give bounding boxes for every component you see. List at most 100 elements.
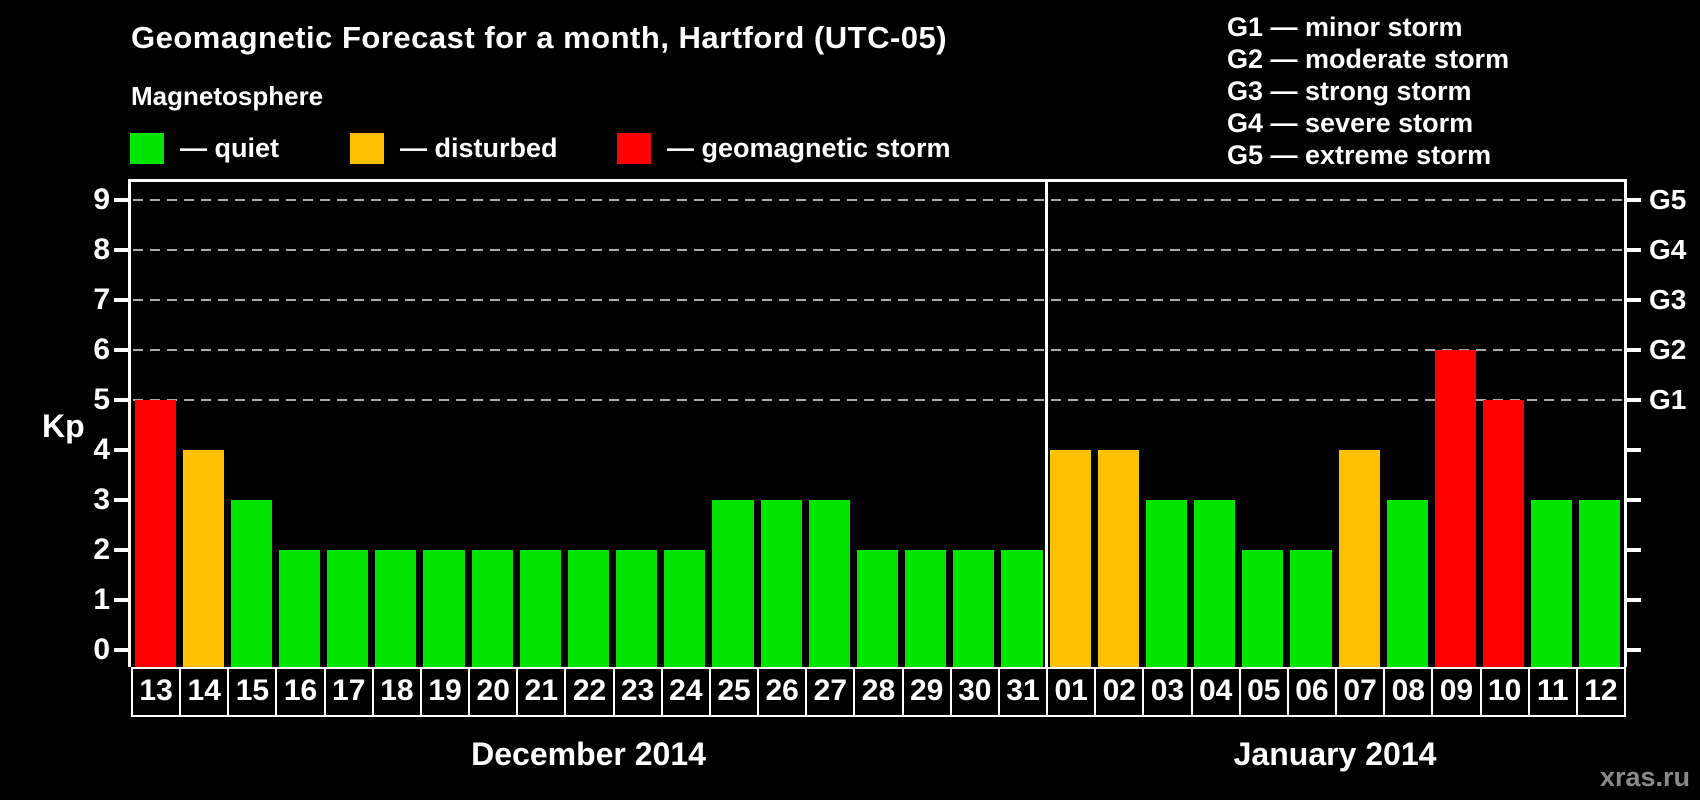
kp-tick-1 [114, 598, 128, 602]
g-tick-7 [1627, 298, 1641, 302]
month-divider-line [1045, 182, 1049, 667]
day-cell-15: 15 [227, 667, 278, 717]
g-axis-label-G3: G3 [1649, 284, 1687, 315]
g-legend-line-5: G5 — extreme storm [1227, 140, 1492, 170]
legend-item-disturbed: — disturbed [350, 133, 558, 164]
g-axis-label-G4: G4 [1649, 234, 1687, 265]
bar-december-30 [953, 550, 995, 667]
g-legend-line-2: G2 — moderate storm [1227, 44, 1510, 74]
day-cell-09: 09 [1431, 667, 1482, 717]
bar-december-23 [616, 550, 658, 667]
day-cell-24: 24 [660, 667, 711, 717]
day-cell-19: 19 [419, 667, 471, 717]
bar-december-22 [567, 550, 610, 667]
day-cell-01: 01 [1046, 667, 1097, 717]
day-cell-08: 08 [1383, 667, 1434, 717]
bar-january-05 [1242, 550, 1284, 667]
day-cell-05: 05 [1238, 667, 1289, 717]
bar-january-10 [1483, 400, 1525, 667]
bar-december-27 [808, 500, 850, 667]
g-legend-line-1: G1 — minor storm [1227, 12, 1463, 42]
legend-swatch-quiet [130, 133, 164, 164]
kp-tick-9 [114, 198, 128, 202]
g-axis-label-G5: G5 [1649, 184, 1687, 215]
bar-january-02 [1097, 450, 1139, 667]
kp-tick-6 [114, 348, 128, 352]
day-cell-06: 06 [1286, 667, 1338, 717]
day-cell-22: 22 [564, 667, 615, 717]
day-cell-17: 17 [323, 667, 374, 717]
kp-tick-0 [114, 648, 128, 652]
g-legend-line-4: G4 — severe storm [1227, 108, 1474, 138]
kp-tick-label-1: 1 [93, 583, 110, 616]
kp-tick-7 [114, 298, 128, 302]
day-cell-25: 25 [708, 667, 760, 717]
day-cell-26: 26 [757, 667, 808, 717]
bar-december-25 [712, 500, 754, 667]
kp-tick-label-9: 9 [93, 183, 110, 216]
day-cell-29: 29 [901, 667, 952, 717]
bar-january-11 [1531, 500, 1573, 667]
chart-title: Geomagnetic Forecast for a month, Hartfo… [131, 20, 948, 55]
kp-tick-label-5: 5 [93, 383, 110, 416]
bar-january-03 [1145, 500, 1188, 667]
kp-tick-label-7: 7 [93, 283, 110, 316]
bar-december-14 [182, 450, 224, 667]
legend-title: Magnetosphere [131, 81, 324, 111]
day-cell-28: 28 [853, 667, 904, 717]
day-cell-27: 27 [805, 667, 856, 717]
kp-axis-label: Kp [42, 408, 85, 444]
day-cell-30: 30 [949, 667, 1000, 717]
kp-tick-label-8: 8 [93, 233, 110, 266]
kp-tick-label-3: 3 [93, 483, 110, 516]
day-cell-02: 02 [1094, 667, 1145, 717]
legend-label-storm: — geomagnetic storm [667, 133, 951, 163]
gridline-kp8 [133, 249, 1622, 251]
g-tick-0 [1627, 648, 1641, 652]
g-tick-5 [1627, 398, 1641, 402]
legend-swatch-disturbed [350, 133, 384, 164]
bar-december-13 [134, 400, 176, 667]
bar-january-04 [1194, 500, 1236, 667]
bar-january-09 [1434, 350, 1476, 667]
g-tick-1 [1627, 598, 1641, 602]
legend-item-quiet: — quiet [130, 133, 279, 164]
plot-border-top [128, 179, 1627, 182]
g-tick-6 [1627, 348, 1641, 352]
legend-item-storm: — geomagnetic storm [617, 133, 951, 164]
kp-tick-4 [114, 448, 128, 452]
kp-tick-label-4: 4 [93, 433, 110, 466]
g-tick-9 [1627, 198, 1641, 202]
kp-tick-label-6: 6 [93, 333, 110, 366]
day-cell-07: 07 [1335, 667, 1386, 717]
day-cell-16: 16 [275, 667, 326, 717]
bar-december-24 [664, 550, 706, 667]
day-cell-23: 23 [612, 667, 663, 717]
day-cell-13: 13 [131, 667, 182, 717]
bar-january-01 [1049, 450, 1091, 667]
day-cell-21: 21 [516, 667, 567, 717]
day-cell-18: 18 [371, 667, 422, 717]
g-axis-label-G1: G1 [1649, 384, 1687, 415]
gridline-kp7 [133, 299, 1622, 301]
bar-december-20 [471, 550, 513, 667]
month-label-january: January 2014 [1233, 736, 1437, 772]
bar-january-08 [1386, 500, 1428, 667]
legend-swatch-storm [617, 133, 651, 164]
day-cell-12: 12 [1575, 667, 1626, 717]
g-legend-line-3: G3 — strong storm [1227, 76, 1472, 106]
bar-december-29 [905, 550, 947, 667]
kp-axis-line [128, 179, 131, 667]
g-tick-2 [1627, 548, 1641, 552]
bar-december-19 [423, 550, 465, 667]
kp-tick-8 [114, 248, 128, 252]
bar-december-15 [230, 500, 272, 667]
bar-december-16 [278, 550, 321, 667]
gridline-kp9 [133, 199, 1622, 201]
kp-tick-5 [114, 398, 128, 402]
g-axis-label-G2: G2 [1649, 334, 1687, 365]
day-cell-10: 10 [1479, 667, 1530, 717]
g-scale-legend: G1 — minor storm G2 — moderate storm G3 — … [1227, 11, 1509, 171]
g-tick-8 [1627, 248, 1641, 252]
day-cell-04: 04 [1190, 667, 1241, 717]
